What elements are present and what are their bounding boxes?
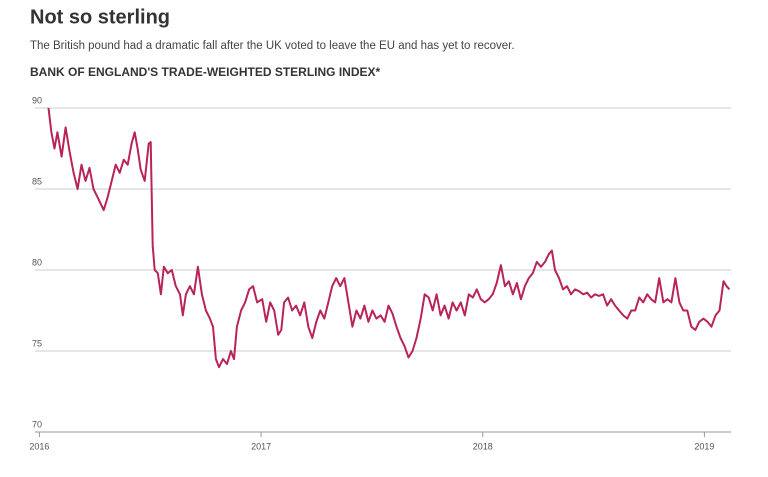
data-line [47,107,731,369]
x-tick-label: 2016 [29,441,49,451]
x-tick-label: 2019 [694,441,714,451]
y-tick-label: 90 [32,95,42,105]
y-tick-label: 70 [32,419,42,429]
x-tick-label: 2017 [251,441,271,451]
chart-heading: BANK OF ENGLAND'S TRADE-WEIGHTED STERLIN… [30,65,381,79]
y-tick-label: 85 [32,176,42,186]
chart-subtitle: The British pound had a dramatic fall af… [30,40,515,52]
y-tick-label: 80 [32,257,42,267]
x-tick-label: 2018 [473,441,493,451]
y-tick-label: 75 [32,338,42,348]
chart-title: Not so sterling [30,6,170,28]
